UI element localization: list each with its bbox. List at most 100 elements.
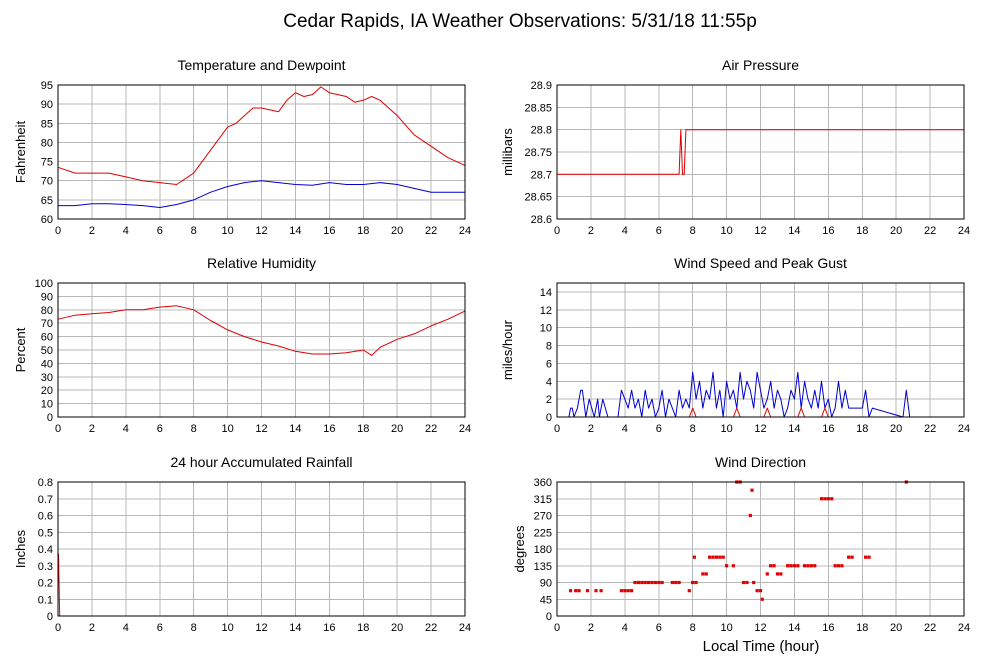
x-tick-label: 8: [191, 423, 197, 435]
x-tick-label: 18: [856, 622, 868, 634]
chart-title: Relative Humidity: [207, 255, 316, 271]
data-point: [577, 589, 581, 593]
data-point: [630, 589, 634, 593]
data-point: [840, 564, 844, 568]
y-tick-label: 10: [41, 399, 53, 411]
y-tick-label: 60: [41, 214, 53, 226]
data-point: [750, 488, 754, 492]
data-point: [806, 564, 810, 568]
x-tick-label: 0: [55, 225, 61, 237]
y-tick-label: 315: [534, 494, 552, 506]
y-tick-label: 30: [41, 372, 53, 384]
x-tick-label: 20: [890, 225, 902, 237]
x-tick-label: 12: [255, 225, 267, 237]
data-point: [714, 555, 719, 559]
x-tick-label: 22: [425, 622, 437, 634]
y-tick-label: 0.2: [38, 578, 53, 590]
y-tick-label: 90: [540, 578, 552, 590]
y-tick-label: 135: [534, 561, 552, 573]
y-tick-label: 28.9: [531, 80, 552, 92]
data-point: [623, 589, 627, 593]
x-tick-label: 8: [191, 225, 197, 237]
y-tick-label: 28.75: [524, 147, 552, 159]
x-tick-label: 4: [622, 622, 628, 634]
y-tick-label: 0.5: [38, 527, 53, 539]
x-tick-label: 18: [357, 225, 369, 237]
data-point: [646, 580, 651, 585]
y-tick-label: 0: [47, 611, 53, 623]
y-tick-label: 14: [540, 287, 552, 299]
x-tick-label: 24: [459, 225, 471, 237]
series-line-1: [57, 305, 466, 356]
data-point: [765, 572, 769, 576]
x-tick-label: 0: [554, 622, 560, 634]
y-tick-label: 180: [534, 544, 552, 556]
x-tick-label: 8: [690, 423, 696, 435]
y-axis-label: miles/hour: [500, 319, 515, 380]
x-tick-label: 16: [323, 622, 335, 634]
y-tick-label: 65: [41, 195, 53, 207]
data-point: [813, 564, 817, 568]
y-tick-label: 270: [534, 511, 552, 523]
x-axis-label: Local Time (hour): [703, 638, 820, 655]
data-point: [619, 589, 624, 593]
x-tick-label: 18: [357, 423, 369, 435]
data-point: [789, 564, 793, 568]
y-tick-label: 28.7: [531, 169, 552, 181]
data-point: [802, 564, 807, 568]
data-point: [826, 497, 830, 501]
x-tick-label: 10: [221, 423, 233, 435]
data-point: [585, 589, 590, 593]
data-point: [748, 513, 752, 518]
x-tick-label: 24: [958, 423, 970, 435]
data-point: [643, 580, 647, 585]
data-point: [752, 580, 756, 585]
x-tick-label: 14: [289, 423, 301, 435]
x-tick-label: 2: [89, 423, 95, 435]
data-point: [711, 555, 715, 559]
x-tick-label: 14: [788, 423, 800, 435]
data-point: [772, 564, 776, 568]
x-tick-label: 4: [123, 423, 129, 435]
chart-title: Temperature and Dewpoint: [177, 57, 345, 73]
x-tick-label: 22: [425, 423, 437, 435]
data-point: [786, 564, 790, 568]
chart-temp: 0 2 4 6 8 10 12 14 16 18 20 22 246065707580859095Tem…: [13, 57, 471, 237]
x-tick-label: 22: [924, 423, 936, 435]
data-point: [731, 564, 735, 568]
x-tick-label: 16: [323, 225, 335, 237]
x-tick-label: 8: [690, 225, 696, 237]
y-axis-label: degrees: [512, 525, 527, 572]
x-tick-label: 16: [822, 225, 834, 237]
data-point: [636, 580, 640, 585]
x-tick-label: 6: [157, 622, 163, 634]
x-tick-label: 4: [123, 225, 129, 237]
x-tick-label: 20: [890, 423, 902, 435]
x-tick-label: 14: [788, 225, 800, 237]
y-tick-label: 225: [534, 527, 552, 539]
x-tick-label: 2: [89, 225, 95, 237]
y-tick-label: 60: [41, 332, 53, 344]
x-tick-label: 16: [323, 423, 335, 435]
page-title: Cedar Rapids, IA Weather Observations: 5…: [283, 11, 757, 32]
y-tick-label: 0.4: [38, 544, 53, 556]
y-tick-label: 0: [546, 611, 552, 623]
y-tick-label: 50: [41, 345, 53, 357]
y-tick-label: 70: [41, 318, 53, 330]
x-tick-label: 6: [157, 423, 163, 435]
data-point: [657, 580, 661, 585]
plot-frame: [556, 282, 965, 418]
series-line-1: [557, 129, 964, 175]
x-tick-label: 0: [554, 423, 560, 435]
data-point: [779, 572, 783, 576]
x-tick-label: 10: [221, 225, 233, 237]
data-point: [847, 555, 851, 559]
y-tick-label: 80: [41, 305, 53, 317]
x-tick-label: 16: [822, 423, 834, 435]
y-axis-label: millibars: [500, 128, 515, 176]
y-tick-label: 0.1: [38, 594, 53, 606]
plot-frame: [556, 84, 965, 220]
data-point: [760, 597, 764, 601]
